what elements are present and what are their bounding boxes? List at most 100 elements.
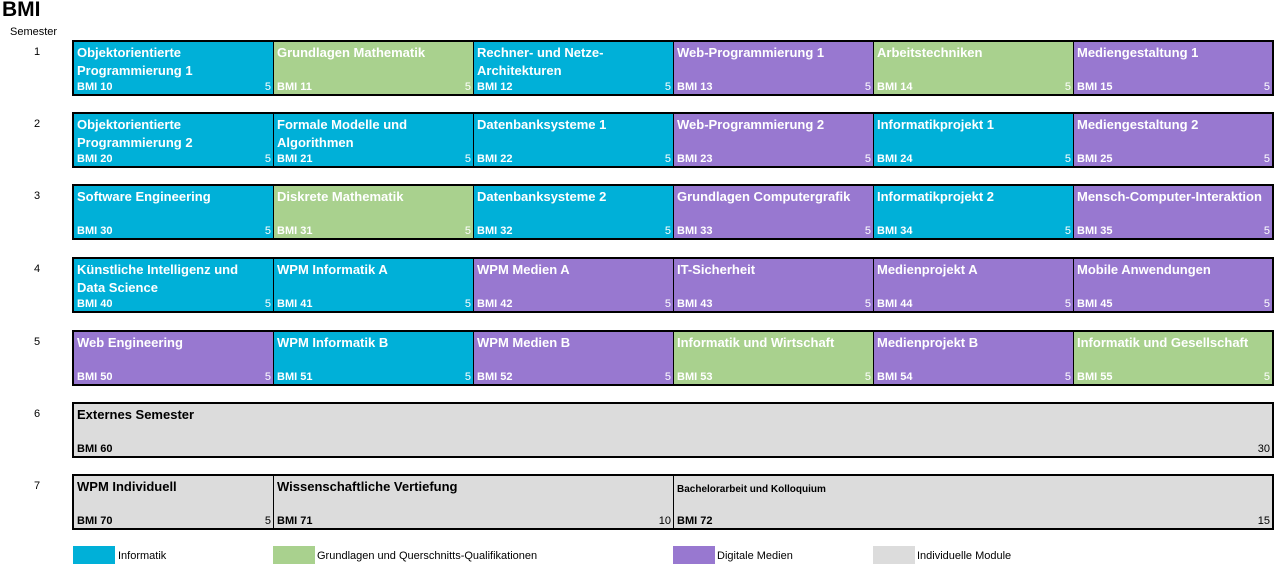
module-cell[interactable]: Informatik und Wirtschaft BMI 53 5 <box>674 332 874 384</box>
module-code: BMI 72 <box>677 515 713 527</box>
module-cell[interactable]: Formale Modelle und Algorithmen BMI 21 5 <box>274 114 474 166</box>
module-cell[interactable]: Grundlagen Mathematik BMI 11 5 <box>274 42 474 94</box>
module-ects: 5 <box>1064 81 1071 93</box>
module-cell[interactable]: WPM Informatik B BMI 51 5 <box>274 332 474 384</box>
module-code: BMI 60 <box>77 443 113 455</box>
module-cell[interactable]: Software Engineering BMI 30 5 <box>74 186 274 238</box>
module-name: Grundlagen Computergrafik <box>677 189 851 204</box>
module-cell[interactable]: Informatikprojekt 1 BMI 24 5 <box>874 114 1074 166</box>
module-ects: 15 <box>1257 515 1270 527</box>
module-ects: 5 <box>264 298 271 310</box>
module-name: Formale Modelle und Algorithmen <box>277 117 408 150</box>
module-cell[interactable]: WPM Informatik A BMI 41 5 <box>274 259 474 311</box>
module-name: Externes Semester <box>77 407 195 422</box>
module-ects: 5 <box>1263 371 1270 383</box>
module-code: BMI 15 <box>1077 81 1113 93</box>
module-ects: 5 <box>1064 298 1071 310</box>
module-cell[interactable]: Mensch-Computer-Interaktion BMI 35 5 <box>1074 186 1272 238</box>
module-name: Informatikprojekt 2 <box>877 189 995 204</box>
semester-row: Externes Semester BMI 60 30 <box>72 402 1274 458</box>
module-ects: 30 <box>1257 443 1270 455</box>
module-ects: 5 <box>864 153 871 165</box>
module-cell[interactable]: Mobile Anwendungen BMI 45 5 <box>1074 259 1272 311</box>
semester-column-header: Semester <box>10 26 58 38</box>
semester-row: Objektorientierte Programmierung 1 BMI 1… <box>72 40 1274 96</box>
module-name: IT-Sicherheit <box>677 262 756 277</box>
module-name: Mediengestaltung 2 <box>1077 117 1199 132</box>
module-cell[interactable]: Medienprojekt B BMI 54 5 <box>874 332 1074 384</box>
module-cell[interactable]: Künstliche Intelligenz und Data Science … <box>74 259 274 311</box>
module-cell[interactable]: Web-Programmierung 1 BMI 13 5 <box>674 42 874 94</box>
module-code: BMI 20 <box>77 153 113 165</box>
module-name: Software Engineering <box>77 189 211 204</box>
module-name: Informatik und Gesellschaft <box>1077 335 1249 350</box>
module-name: Informatikprojekt 1 <box>877 117 995 132</box>
module-code: BMI 14 <box>877 81 913 93</box>
module-name: Web Engineering <box>77 335 183 350</box>
module-ects: 5 <box>664 371 671 383</box>
module-cell[interactable]: Diskrete Mathematik BMI 31 5 <box>274 186 474 238</box>
module-cell[interactable]: Arbeitstechniken BMI 14 5 <box>874 42 1074 94</box>
module-cell[interactable]: Datenbanksysteme 1 BMI 22 5 <box>474 114 674 166</box>
module-cell[interactable]: Mediengestaltung 1 BMI 15 5 <box>1074 42 1272 94</box>
legend-swatch-grundlagen <box>273 546 315 564</box>
module-ects: 5 <box>1263 225 1270 237</box>
module-cell[interactable]: Rechner- und Netze-Architekturen BMI 12 … <box>474 42 674 94</box>
legend-swatch-individuell <box>873 546 915 564</box>
module-ects: 5 <box>264 371 271 383</box>
module-ects: 5 <box>864 298 871 310</box>
module-ects: 5 <box>464 81 471 93</box>
module-code: BMI 40 <box>77 298 113 310</box>
module-name: Medienprojekt A <box>877 262 978 277</box>
module-name: Bachelorarbeit und Kolloquium <box>677 484 826 495</box>
module-cell[interactable]: Objektorientierte Programmierung 2 BMI 2… <box>74 114 274 166</box>
module-cell[interactable]: Web-Programmierung 2 BMI 23 5 <box>674 114 874 166</box>
module-code: BMI 24 <box>877 153 913 165</box>
module-cell[interactable]: WPM Individuell BMI 70 5 <box>74 476 274 528</box>
module-cell[interactable]: Medienprojekt A BMI 44 5 <box>874 259 1074 311</box>
module-name: Medienprojekt B <box>877 335 979 350</box>
module-code: BMI 11 <box>277 81 312 93</box>
module-code: BMI 25 <box>1077 153 1113 165</box>
module-code: BMI 52 <box>477 371 513 383</box>
module-cell[interactable]: WPM Medien A BMI 42 5 <box>474 259 674 311</box>
module-ects: 5 <box>1064 153 1071 165</box>
module-cell[interactable]: WPM Medien B BMI 52 5 <box>474 332 674 384</box>
module-cell[interactable]: Objektorientierte Programmierung 1 BMI 1… <box>74 42 274 94</box>
module-name: Wissenschaftliche Vertiefung <box>277 479 458 494</box>
module-cell[interactable]: Mediengestaltung 2 BMI 25 5 <box>1074 114 1272 166</box>
module-code: BMI 31 <box>277 225 313 237</box>
module-code: BMI 70 <box>77 515 113 527</box>
module-cell[interactable]: Bachelorarbeit und Kolloquium BMI 72 15 <box>674 476 1272 528</box>
module-code: BMI 41 <box>277 298 313 310</box>
module-code: BMI 44 <box>877 298 913 310</box>
legend-swatch-informatik <box>73 546 115 564</box>
module-ects: 5 <box>464 153 471 165</box>
module-code: BMI 13 <box>677 81 713 93</box>
module-cell[interactable]: Grundlagen Computergrafik BMI 33 5 <box>674 186 874 238</box>
module-ects: 5 <box>264 153 271 165</box>
semester-row: Web Engineering BMI 50 5 WPM Informatik … <box>72 330 1274 386</box>
semester-number: 4 <box>33 263 41 275</box>
module-code: BMI 50 <box>77 371 113 383</box>
module-ects: 5 <box>1263 298 1270 310</box>
module-ects: 5 <box>264 515 271 527</box>
module-ects: 5 <box>864 371 871 383</box>
module-cell[interactable]: Informatikprojekt 2 BMI 34 5 <box>874 186 1074 238</box>
module-code: BMI 33 <box>677 225 713 237</box>
module-cell[interactable]: Wissenschaftliche Vertiefung BMI 71 10 <box>274 476 674 528</box>
module-code: BMI 55 <box>1077 371 1113 383</box>
module-code: BMI 22 <box>477 153 513 165</box>
semester-number: 5 <box>33 336 41 348</box>
module-ects: 5 <box>1064 371 1071 383</box>
module-code: BMI 51 <box>277 371 313 383</box>
module-name: Datenbanksysteme 1 <box>477 117 607 132</box>
module-ects: 10 <box>658 515 671 527</box>
module-cell[interactable]: Datenbanksysteme 2 BMI 32 5 <box>474 186 674 238</box>
module-cell[interactable]: IT-Sicherheit BMI 43 5 <box>674 259 874 311</box>
module-cell[interactable]: Web Engineering BMI 50 5 <box>74 332 274 384</box>
module-ects: 5 <box>1064 225 1071 237</box>
module-cell[interactable]: Informatik und Gesellschaft BMI 55 5 <box>1074 332 1272 384</box>
module-cell[interactable]: Externes Semester BMI 60 30 <box>74 404 1272 456</box>
semester-number: 7 <box>33 480 41 492</box>
